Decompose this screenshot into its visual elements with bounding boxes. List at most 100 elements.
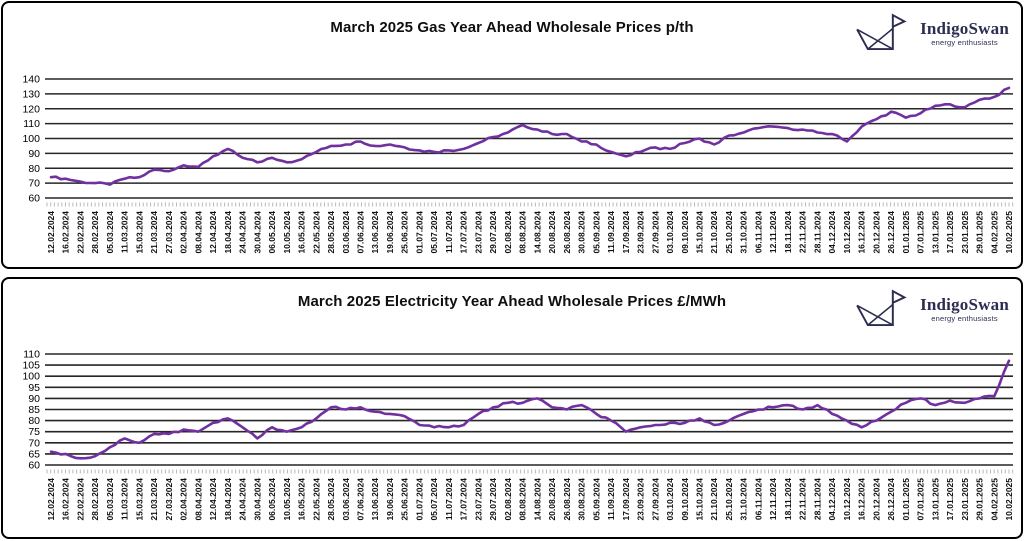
svg-text:25.10.2024: 25.10.2024 bbox=[724, 211, 734, 254]
svg-text:11.09.2024: 11.09.2024 bbox=[606, 211, 616, 253]
svg-text:85: 85 bbox=[28, 404, 40, 416]
svg-text:18.04.2024: 18.04.2024 bbox=[223, 211, 233, 254]
svg-text:26.08.2024: 26.08.2024 bbox=[562, 478, 572, 521]
svg-text:08.08.2024: 08.08.2024 bbox=[518, 211, 528, 254]
svg-text:08.04.2024: 08.04.2024 bbox=[193, 478, 203, 521]
svg-text:16.12.2024: 16.12.2024 bbox=[857, 478, 867, 521]
svg-text:100: 100 bbox=[22, 371, 40, 383]
svg-text:80: 80 bbox=[28, 163, 40, 175]
svg-text:13.06.2024: 13.06.2024 bbox=[370, 211, 380, 254]
svg-text:11.07.2024: 11.07.2024 bbox=[444, 478, 454, 520]
svg-text:20.12.2024: 20.12.2024 bbox=[871, 478, 881, 521]
swan-icon bbox=[856, 13, 907, 51]
electricity-chart-title: March 2025 Electricity Year Ahead Wholes… bbox=[297, 293, 727, 310]
svg-text:15.10.2024: 15.10.2024 bbox=[694, 478, 704, 521]
svg-text:10.12.2024: 10.12.2024 bbox=[842, 211, 852, 254]
gas-chart-panel: March 2025 Gas Year Ahead Wholesale Pric… bbox=[1, 1, 1023, 269]
svg-text:07.01.2025: 07.01.2025 bbox=[916, 211, 926, 254]
svg-text:17.07.2024: 17.07.2024 bbox=[459, 478, 469, 521]
svg-text:27.03.2024: 27.03.2024 bbox=[164, 211, 174, 254]
svg-text:31.10.2024: 31.10.2024 bbox=[739, 478, 749, 521]
svg-text:19.06.2024: 19.06.2024 bbox=[385, 478, 395, 521]
svg-text:15.10.2024: 15.10.2024 bbox=[694, 211, 704, 254]
electricity-chart-panel: March 2025 Electricity Year Ahead Wholes… bbox=[1, 277, 1023, 539]
svg-text:18.11.2024: 18.11.2024 bbox=[783, 211, 793, 253]
svg-text:10.05.2024: 10.05.2024 bbox=[282, 478, 292, 521]
svg-text:105: 105 bbox=[22, 360, 40, 372]
svg-text:60: 60 bbox=[28, 193, 40, 205]
svg-text:07.06.2024: 07.06.2024 bbox=[356, 211, 366, 254]
svg-text:17.01.2025: 17.01.2025 bbox=[945, 211, 955, 254]
svg-text:24.04.2024: 24.04.2024 bbox=[238, 478, 248, 521]
svg-text:27.09.2024: 27.09.2024 bbox=[650, 211, 660, 254]
svg-text:06.05.2024: 06.05.2024 bbox=[267, 478, 277, 521]
svg-text:05.03.2024: 05.03.2024 bbox=[105, 478, 115, 521]
svg-text:16.02.2024: 16.02.2024 bbox=[61, 211, 71, 254]
svg-text:28.02.2024: 28.02.2024 bbox=[90, 211, 100, 254]
svg-text:03.10.2024: 03.10.2024 bbox=[665, 211, 675, 254]
svg-text:29.01.2025: 29.01.2025 bbox=[975, 478, 985, 521]
svg-text:02.08.2024: 02.08.2024 bbox=[503, 211, 513, 254]
svg-text:17.09.2024: 17.09.2024 bbox=[621, 211, 631, 254]
svg-text:11.03.2024: 11.03.2024 bbox=[120, 478, 130, 520]
svg-text:14.08.2024: 14.08.2024 bbox=[532, 478, 542, 521]
svg-text:27.03.2024: 27.03.2024 bbox=[164, 478, 174, 521]
svg-text:05.03.2024: 05.03.2024 bbox=[105, 211, 115, 254]
svg-text:20.12.2024: 20.12.2024 bbox=[871, 211, 881, 254]
svg-text:20.08.2024: 20.08.2024 bbox=[547, 478, 557, 521]
svg-text:22.11.2024: 22.11.2024 bbox=[798, 211, 808, 253]
svg-text:18.11.2024: 18.11.2024 bbox=[783, 478, 793, 520]
svg-text:30.04.2024: 30.04.2024 bbox=[252, 211, 262, 254]
svg-text:70: 70 bbox=[28, 437, 40, 449]
logo-tagline: energy enthusiasts bbox=[931, 313, 998, 323]
svg-text:28.02.2024: 28.02.2024 bbox=[90, 478, 100, 521]
svg-text:23.01.2025: 23.01.2025 bbox=[960, 478, 970, 521]
svg-text:05.09.2024: 05.09.2024 bbox=[591, 478, 601, 521]
svg-text:07.06.2024: 07.06.2024 bbox=[356, 478, 366, 521]
svg-text:90: 90 bbox=[28, 148, 40, 160]
svg-text:06.11.2024: 06.11.2024 bbox=[753, 211, 763, 253]
svg-text:21.03.2024: 21.03.2024 bbox=[149, 478, 159, 521]
svg-text:05.07.2024: 05.07.2024 bbox=[429, 478, 439, 521]
svg-text:110: 110 bbox=[23, 118, 40, 130]
svg-text:10.05.2024: 10.05.2024 bbox=[282, 211, 292, 254]
svg-text:80: 80 bbox=[28, 415, 40, 427]
svg-text:12.11.2024: 12.11.2024 bbox=[768, 478, 778, 520]
svg-text:140: 140 bbox=[22, 74, 40, 86]
svg-text:11.09.2024: 11.09.2024 bbox=[606, 478, 616, 520]
svg-text:16.02.2024: 16.02.2024 bbox=[61, 478, 71, 521]
svg-text:06.11.2024: 06.11.2024 bbox=[753, 478, 763, 520]
svg-text:27.09.2024: 27.09.2024 bbox=[650, 478, 660, 521]
logo-name: IndigoSwan bbox=[920, 294, 1009, 314]
svg-text:05.07.2024: 05.07.2024 bbox=[429, 211, 439, 254]
svg-text:75: 75 bbox=[28, 426, 40, 438]
svg-text:15.03.2024: 15.03.2024 bbox=[134, 478, 144, 521]
svg-text:02.04.2024: 02.04.2024 bbox=[179, 211, 189, 254]
svg-text:11.03.2024: 11.03.2024 bbox=[120, 211, 130, 253]
svg-text:30.08.2024: 30.08.2024 bbox=[577, 211, 587, 254]
svg-text:01.07.2024: 01.07.2024 bbox=[414, 211, 424, 254]
svg-text:03.10.2024: 03.10.2024 bbox=[665, 478, 675, 521]
svg-text:05.09.2024: 05.09.2024 bbox=[591, 211, 601, 254]
gas-chart-title: March 2025 Gas Year Ahead Wholesale Pric… bbox=[330, 19, 694, 36]
svg-text:04.12.2024: 04.12.2024 bbox=[827, 478, 837, 521]
svg-text:26.12.2024: 26.12.2024 bbox=[886, 211, 896, 254]
svg-text:01.01.2025: 01.01.2025 bbox=[901, 211, 911, 254]
svg-text:13.06.2024: 13.06.2024 bbox=[370, 478, 380, 521]
svg-text:120: 120 bbox=[22, 103, 40, 115]
gas-chart-plot: 140 130 120 110 100 90 80 70 60 12.02.2024 16.02.2… bbox=[7, 60, 1019, 271]
svg-text:30.04.2024: 30.04.2024 bbox=[252, 478, 262, 521]
svg-text:16.12.2024: 16.12.2024 bbox=[857, 211, 867, 254]
svg-text:65: 65 bbox=[28, 448, 40, 460]
svg-text:09.10.2024: 09.10.2024 bbox=[680, 478, 690, 521]
svg-text:26.08.2024: 26.08.2024 bbox=[562, 211, 572, 254]
svg-text:12.04.2024: 12.04.2024 bbox=[208, 211, 218, 254]
svg-text:29.07.2024: 29.07.2024 bbox=[488, 478, 498, 521]
svg-text:12.11.2024: 12.11.2024 bbox=[768, 211, 778, 253]
svg-text:17.01.2025: 17.01.2025 bbox=[945, 478, 955, 521]
logo-name: IndigoSwan bbox=[920, 18, 1009, 38]
svg-text:90: 90 bbox=[28, 393, 40, 405]
svg-text:01.07.2024: 01.07.2024 bbox=[414, 478, 424, 521]
svg-text:25.06.2024: 25.06.2024 bbox=[400, 211, 410, 254]
svg-text:95: 95 bbox=[28, 382, 40, 394]
